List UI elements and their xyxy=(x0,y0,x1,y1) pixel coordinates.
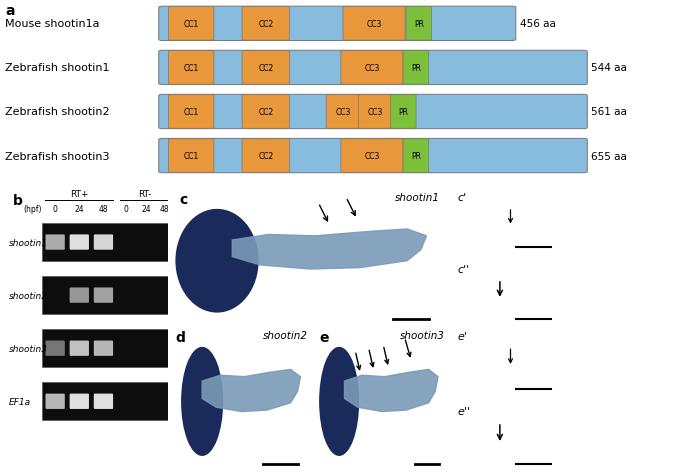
Text: RT-: RT- xyxy=(138,190,151,199)
Text: Mouse shootin1a: Mouse shootin1a xyxy=(5,20,100,29)
FancyBboxPatch shape xyxy=(159,7,516,41)
Polygon shape xyxy=(202,369,301,412)
Text: CC3: CC3 xyxy=(364,152,379,161)
Text: c: c xyxy=(179,192,188,206)
Ellipse shape xyxy=(181,347,223,456)
Text: CC1: CC1 xyxy=(184,152,199,161)
FancyBboxPatch shape xyxy=(403,139,429,173)
FancyBboxPatch shape xyxy=(159,139,587,173)
FancyBboxPatch shape xyxy=(70,341,89,356)
FancyBboxPatch shape xyxy=(169,96,214,129)
FancyBboxPatch shape xyxy=(406,8,432,41)
Bar xyxy=(42,329,171,367)
Bar xyxy=(42,223,171,262)
FancyBboxPatch shape xyxy=(94,341,113,356)
Text: 24: 24 xyxy=(141,205,151,214)
FancyBboxPatch shape xyxy=(45,394,65,409)
FancyBboxPatch shape xyxy=(343,8,405,41)
Text: PR: PR xyxy=(411,152,421,161)
Text: 456 aa: 456 aa xyxy=(520,20,556,29)
Text: shootin1: shootin1 xyxy=(395,192,440,202)
FancyBboxPatch shape xyxy=(159,51,587,85)
FancyBboxPatch shape xyxy=(94,235,113,250)
Text: e'': e'' xyxy=(458,407,471,416)
FancyBboxPatch shape xyxy=(169,51,214,85)
Ellipse shape xyxy=(175,209,259,313)
FancyBboxPatch shape xyxy=(403,51,429,85)
Text: a: a xyxy=(5,4,15,18)
FancyBboxPatch shape xyxy=(341,139,403,173)
Text: CC2: CC2 xyxy=(258,64,273,73)
FancyBboxPatch shape xyxy=(94,394,113,409)
Text: 544 aa: 544 aa xyxy=(591,63,627,73)
Text: Zebrafish shootin1: Zebrafish shootin1 xyxy=(5,63,110,73)
Text: PR: PR xyxy=(414,20,424,29)
Bar xyxy=(42,277,171,315)
Text: shootin3: shootin3 xyxy=(8,344,47,353)
FancyBboxPatch shape xyxy=(70,394,89,409)
Text: Zebrafish shootin2: Zebrafish shootin2 xyxy=(5,107,110,117)
FancyBboxPatch shape xyxy=(326,96,360,129)
Text: CC2: CC2 xyxy=(258,152,273,161)
Text: 561 aa: 561 aa xyxy=(591,107,627,117)
Text: shootin3: shootin3 xyxy=(399,330,445,340)
Text: PR: PR xyxy=(411,64,421,73)
Text: d: d xyxy=(175,330,186,345)
Text: 655 aa: 655 aa xyxy=(591,151,627,161)
Text: b: b xyxy=(13,193,23,207)
Text: 24: 24 xyxy=(75,205,84,214)
FancyBboxPatch shape xyxy=(45,341,65,356)
Text: 48: 48 xyxy=(160,205,169,214)
Text: CC2: CC2 xyxy=(258,20,273,29)
Text: PR: PR xyxy=(398,108,408,117)
Bar xyxy=(42,382,171,420)
FancyBboxPatch shape xyxy=(70,235,89,250)
FancyBboxPatch shape xyxy=(242,96,290,129)
Text: CC1: CC1 xyxy=(184,108,199,117)
Text: CC3: CC3 xyxy=(368,108,383,117)
Text: (hpf): (hpf) xyxy=(24,205,42,214)
FancyBboxPatch shape xyxy=(358,96,393,129)
Text: CC3: CC3 xyxy=(336,108,351,117)
Text: EF1a: EF1a xyxy=(8,397,31,406)
Text: shootin1: shootin1 xyxy=(8,238,47,247)
Text: e: e xyxy=(319,330,329,345)
FancyBboxPatch shape xyxy=(94,288,113,303)
FancyBboxPatch shape xyxy=(242,139,290,173)
FancyBboxPatch shape xyxy=(169,139,214,173)
Text: c'': c'' xyxy=(458,265,469,274)
Text: CC2: CC2 xyxy=(258,108,273,117)
Text: CC1: CC1 xyxy=(184,20,199,29)
FancyBboxPatch shape xyxy=(341,51,403,85)
Text: CC3: CC3 xyxy=(364,64,379,73)
Text: shootin2: shootin2 xyxy=(262,330,308,340)
FancyBboxPatch shape xyxy=(70,288,89,303)
Polygon shape xyxy=(232,229,427,269)
Text: 0: 0 xyxy=(123,205,128,214)
FancyBboxPatch shape xyxy=(242,8,290,41)
FancyBboxPatch shape xyxy=(45,235,65,250)
Text: e': e' xyxy=(458,331,467,341)
Text: 48: 48 xyxy=(99,205,108,214)
Text: CC3: CC3 xyxy=(366,20,382,29)
Text: RT+: RT+ xyxy=(70,190,88,199)
Ellipse shape xyxy=(319,347,359,456)
Text: 0: 0 xyxy=(53,205,58,214)
FancyBboxPatch shape xyxy=(169,8,214,41)
Text: Zebrafish shootin3: Zebrafish shootin3 xyxy=(5,151,110,161)
FancyBboxPatch shape xyxy=(159,95,587,129)
Text: CC1: CC1 xyxy=(184,64,199,73)
Text: c': c' xyxy=(458,193,466,203)
Text: shootin2: shootin2 xyxy=(8,291,47,300)
FancyBboxPatch shape xyxy=(242,51,290,85)
Polygon shape xyxy=(345,369,438,412)
FancyBboxPatch shape xyxy=(390,96,416,129)
